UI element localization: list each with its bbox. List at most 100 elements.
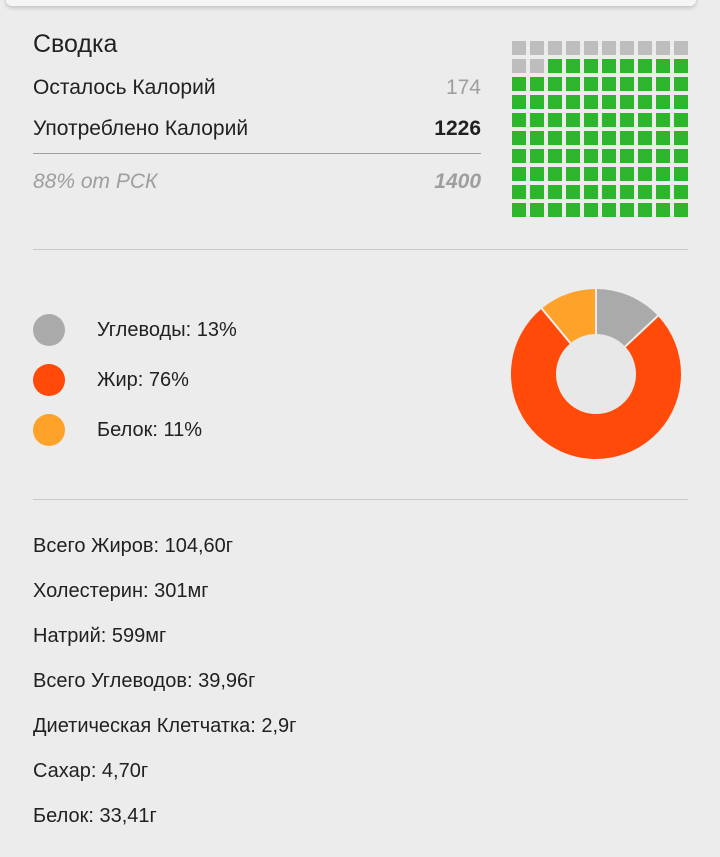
grid-square-filled [656, 95, 670, 109]
grid-square-filled [512, 113, 526, 127]
grid-square-filled [638, 95, 652, 109]
grid-square-empty [602, 41, 616, 55]
grid-square-filled [656, 149, 670, 163]
grid-square-filled [602, 131, 616, 145]
grid-square-empty [674, 41, 688, 55]
grid-square-filled [674, 113, 688, 127]
grid-square-filled [620, 167, 634, 181]
grid-square-filled [602, 59, 616, 73]
grid-square-empty [512, 41, 526, 55]
macro-donut-chart [509, 286, 683, 461]
grid-square-filled [530, 131, 544, 145]
grid-square-filled [548, 95, 562, 109]
grid-square-filled [566, 95, 580, 109]
protein-label: Белок: 11% [97, 418, 203, 441]
grid-square-filled [530, 167, 544, 181]
donut-hole [556, 334, 636, 414]
legend-item-carbs: Углеводы: 13% [33, 305, 237, 355]
grid-square-filled [566, 185, 580, 199]
grid-square-filled [620, 203, 634, 217]
grid-square-filled [602, 113, 616, 127]
grid-square-filled [584, 95, 598, 109]
grid-square-filled [656, 185, 670, 199]
grid-square-filled [674, 131, 688, 145]
grid-square-filled [638, 149, 652, 163]
section-divider [33, 249, 688, 250]
grid-square-filled [530, 95, 544, 109]
grid-square-filled [602, 185, 616, 199]
grid-square-filled [584, 203, 598, 217]
nutrient-sodium: Натрий: 599мг [33, 625, 167, 647]
grid-square-filled [548, 131, 562, 145]
rdi-row: 88% от РСК 1400 [33, 162, 481, 202]
grid-square-filled [674, 149, 688, 163]
grid-square-filled [548, 59, 562, 73]
carbs-color-dot [33, 314, 65, 346]
grid-square-filled [548, 203, 562, 217]
grid-square-filled [566, 113, 580, 127]
grid-square-filled [638, 203, 652, 217]
rdi-value: 1400 [434, 170, 481, 193]
nutrient-total-fat: Всего Жиров: 104,60г [33, 535, 234, 557]
grid-square-filled [548, 185, 562, 199]
grid-square-filled [566, 77, 580, 91]
carbs-label: Углеводы: 13% [97, 318, 237, 341]
grid-square-empty [620, 41, 634, 55]
grid-square-filled [548, 149, 562, 163]
grid-square-filled [548, 167, 562, 181]
grid-square-filled [656, 131, 670, 145]
grid-square-filled [512, 149, 526, 163]
grid-square-filled [620, 113, 634, 127]
grid-square-empty [512, 59, 526, 73]
grid-square-filled [584, 131, 598, 145]
grid-square-filled [620, 131, 634, 145]
section-divider [33, 499, 688, 500]
grid-square-filled [566, 149, 580, 163]
grid-square-filled [674, 167, 688, 181]
grid-square-filled [512, 167, 526, 181]
legend-item-protein: Белок: 11% [33, 405, 237, 455]
grid-square-filled [548, 77, 562, 91]
grid-square-filled [620, 149, 634, 163]
grid-square-filled [566, 203, 580, 217]
grid-square-filled [638, 59, 652, 73]
grid-square-filled [602, 203, 616, 217]
fat-label: Жир: 76% [97, 368, 189, 391]
previous-card-edge [6, 0, 696, 6]
grid-square-filled [602, 149, 616, 163]
protein-color-dot [33, 414, 65, 446]
fat-color-dot [33, 364, 65, 396]
grid-square-filled [656, 167, 670, 181]
grid-square-filled [512, 203, 526, 217]
consumed-calories-value: 1226 [434, 116, 481, 140]
nutrient-dietary-fiber: Диетическая Клетчатка: 2,9г [33, 715, 297, 737]
grid-square-empty [638, 41, 652, 55]
summary-section: Сводка Осталось Калорий 174 Употреблено … [33, 30, 481, 202]
nutrient-total-carbs: Всего Углеводов: 39,96г [33, 670, 256, 692]
remaining-calories-value: 174 [445, 75, 481, 99]
grid-square-filled [530, 185, 544, 199]
grid-square-empty [656, 41, 670, 55]
grid-square-filled [656, 77, 670, 91]
grid-square-filled [512, 131, 526, 145]
summary-separator [33, 153, 481, 154]
grid-square-filled [638, 131, 652, 145]
grid-square-filled [656, 113, 670, 127]
calorie-progress-grid [512, 41, 688, 217]
grid-square-filled [674, 59, 688, 73]
summary-title: Сводка [33, 30, 118, 58]
grid-square-filled [584, 167, 598, 181]
grid-square-filled [548, 113, 562, 127]
grid-square-filled [584, 113, 598, 127]
grid-square-filled [674, 185, 688, 199]
grid-square-filled [674, 77, 688, 91]
grid-square-filled [620, 95, 634, 109]
grid-square-filled [656, 59, 670, 73]
macro-legend: Углеводы: 13% Жир: 76% Белок: 11% [33, 305, 237, 455]
grid-square-filled [602, 95, 616, 109]
grid-square-filled [674, 203, 688, 217]
grid-square-empty [530, 59, 544, 73]
grid-square-filled [512, 185, 526, 199]
grid-square-filled [602, 167, 616, 181]
grid-square-filled [512, 77, 526, 91]
